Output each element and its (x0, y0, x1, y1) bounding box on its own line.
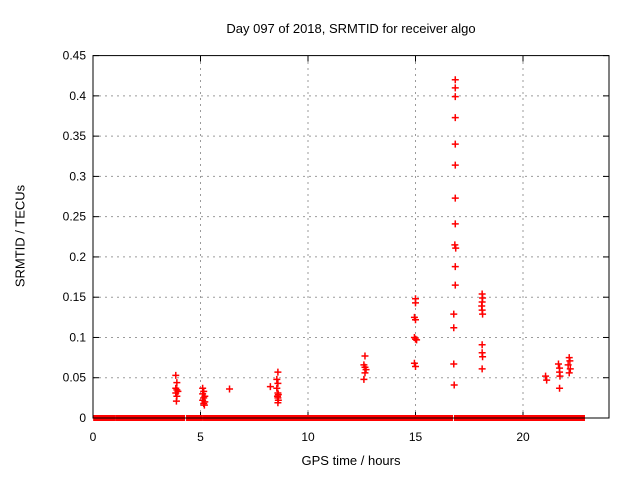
data-point-plus (450, 324, 458, 332)
data-point-plus (412, 299, 419, 307)
data-point-plus (451, 84, 459, 92)
data-point-plus (450, 381, 458, 389)
data-point-plus (412, 316, 419, 324)
data-point-plus (478, 341, 486, 349)
data-point-plus (266, 383, 274, 391)
y-tick-label: 0.05 (63, 371, 87, 385)
data-point-plus (542, 372, 550, 380)
y-tick-label: 0.4 (69, 89, 86, 103)
data-point-plus (451, 263, 459, 271)
data-point-plus (360, 375, 368, 383)
data-point-plus (273, 384, 281, 392)
data-point-plus (556, 384, 564, 392)
data-point-plus (451, 241, 459, 249)
data-point-plus (452, 244, 460, 252)
data-point-plus (200, 401, 208, 409)
data-point-plus (543, 376, 551, 384)
x-axis-label: GPS time / hours (301, 453, 401, 468)
data-point-plus (564, 361, 572, 369)
data-point-plus (361, 352, 369, 360)
data-point-plus (451, 140, 459, 148)
data-point-plus (410, 359, 418, 367)
data-point-plus (566, 357, 574, 365)
y-tick-label: 0.1 (69, 330, 86, 344)
data-point-plus (362, 366, 370, 374)
data-point-plus (554, 360, 562, 368)
data-point-plus (412, 362, 419, 370)
y-tick-label: 0.25 (63, 210, 87, 224)
data-point-plus (451, 220, 459, 228)
data-point-plus (412, 335, 419, 343)
plot-border (92, 55, 610, 419)
data-point-plus (172, 397, 180, 405)
data-point-plus (361, 369, 369, 377)
data-point-plus (226, 385, 234, 393)
x-tick-label: 10 (301, 430, 315, 444)
data-point-plus (451, 281, 459, 289)
y-tick-label: 0.2 (69, 250, 86, 264)
chart-title: Day 097 of 2018, SRMTID for receiver alg… (226, 21, 476, 36)
data-point-plus (451, 161, 459, 169)
data-point-plus (451, 194, 459, 202)
y-tick-label: 0 (79, 411, 86, 425)
y-tick-label: 0.15 (63, 290, 87, 304)
data-point-plus (172, 371, 180, 379)
data-point-plus (173, 379, 181, 387)
y-tick-label: 0.35 (63, 129, 87, 143)
x-tick-label: 20 (516, 430, 530, 444)
data-point-plus (451, 93, 459, 101)
data-point-plus (172, 389, 180, 397)
data-point-plus (273, 375, 281, 383)
x-tick-label: 15 (409, 430, 423, 444)
x-tick-label: 5 (197, 430, 204, 444)
data-point-plus (451, 114, 459, 122)
data-point-plus (274, 379, 282, 387)
y-tick-label: 0.45 (63, 49, 87, 63)
data-point-plus (478, 365, 486, 373)
data-point-plus (173, 386, 181, 394)
data-point-plus (274, 399, 282, 407)
data-point-plus (274, 368, 282, 376)
data-point-plus (566, 365, 574, 373)
data-point-plus (479, 353, 487, 361)
y-tick-label: 0.3 (69, 169, 86, 183)
data-point-plus (556, 372, 564, 380)
data-point-plus (413, 336, 421, 344)
x-tick-label: 0 (90, 430, 97, 444)
data-point-plus (479, 310, 487, 318)
data-point-plus (451, 76, 459, 84)
data-point-plus (450, 310, 458, 318)
data-point-plus (450, 360, 458, 368)
data-point-plus (565, 369, 573, 377)
